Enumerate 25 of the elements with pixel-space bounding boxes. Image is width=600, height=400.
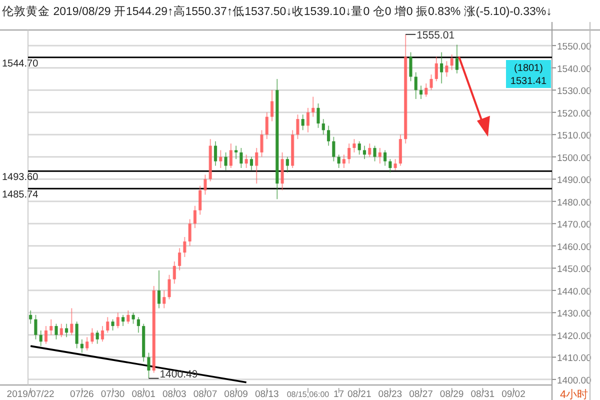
annotation: 1400.49	[160, 368, 198, 380]
annotation: 1555.01	[416, 29, 455, 42]
x-tick-label: 08/31	[470, 389, 495, 400]
x-tick-label: 08/21	[347, 389, 372, 400]
x-tick-label: 09/02	[502, 389, 526, 400]
chart-title: 伦敦黄金 2019/08/29 开1544.29↑高1550.37↑低1537.50↓收1539.10↓量0 仓0 增0 振0.83% 涨(-5.10)-0.33%↓	[2, 4, 552, 18]
ref-line-label: 1485.74	[2, 190, 39, 201]
x-tick-label: 17	[334, 389, 344, 400]
x-tick-label: 07/30	[100, 389, 125, 400]
x-tick-label: 08/03	[162, 389, 186, 400]
annotation: (1801)	[514, 63, 543, 74]
x-tick-label: 2019/07/22	[6, 389, 54, 400]
x-tick-label: 08/27	[409, 389, 433, 400]
x-tick-label: 08/13	[254, 389, 279, 400]
x-tick-label: 07/26	[70, 389, 94, 400]
x-tick-label: 08/29	[440, 389, 464, 400]
x-tick-label: 08/23	[378, 389, 402, 400]
x-tick-label: 08/09	[224, 389, 248, 400]
annotation: 1531.41	[510, 76, 548, 87]
x-tick-label: 08/15,06:00	[286, 390, 330, 399]
ref-line-label: 1544.70	[2, 58, 39, 70]
x-tick-label: 08/01	[132, 389, 156, 400]
x-tick-label: 08/07	[193, 389, 218, 400]
ref-line-label: 1493.60	[2, 172, 39, 184]
text: 4小时	[560, 388, 588, 400]
